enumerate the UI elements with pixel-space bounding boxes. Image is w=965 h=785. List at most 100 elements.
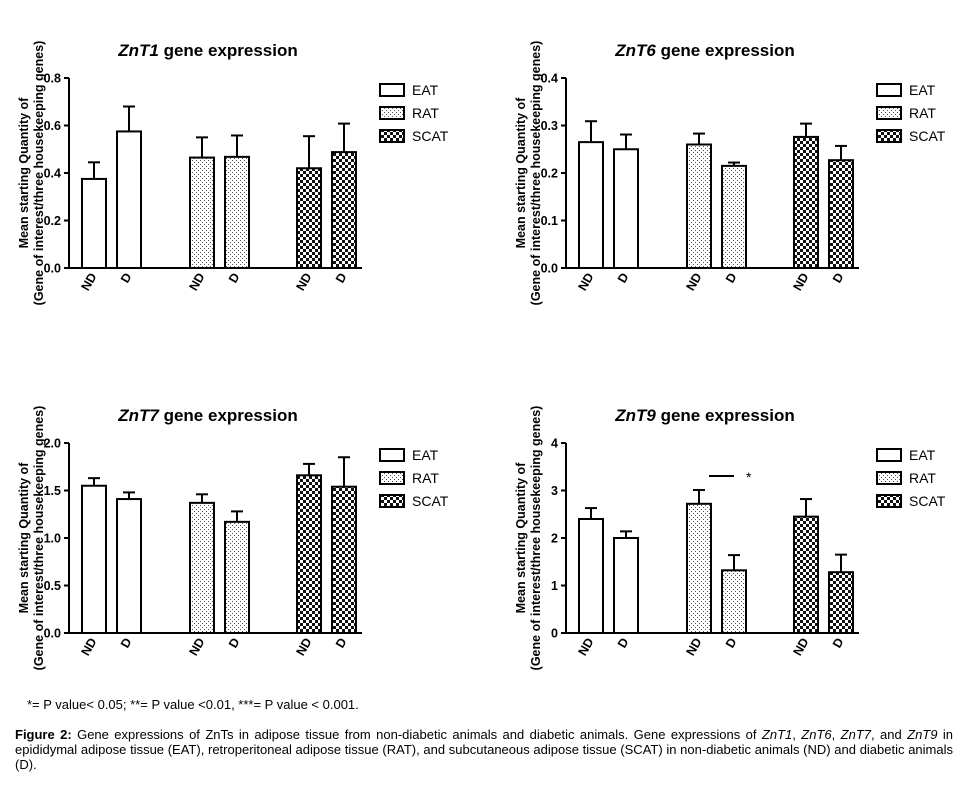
legend-label-scat: SCAT [909, 128, 946, 144]
caption-gene-1: ZnT1 [761, 727, 793, 742]
x-tick-label: D [118, 271, 135, 286]
y-tick-label: 0.8 [44, 72, 61, 86]
caption-sep-1: , [792, 727, 802, 742]
bar-rat-nd [686, 143, 712, 269]
caption-text-2: in epididymal adipose tissue (EAT), retr… [15, 727, 953, 772]
legend-swatch-eat [876, 83, 902, 97]
chart-title-gene: ZnT6 [614, 41, 656, 60]
y-axis-label: Mean starting Quantity of(Gene of intere… [514, 406, 543, 671]
y-tick-label: 0.1 [541, 214, 558, 228]
bar-scat-d [828, 571, 854, 634]
legend-swatch-rat [876, 471, 902, 485]
legend-swatch-eat [876, 448, 902, 462]
legend-swatch-rat [379, 106, 405, 120]
caption-gene-4: ZnT9 [907, 727, 938, 742]
bar-rat-d [721, 164, 747, 269]
x-tick-label: D [615, 636, 632, 651]
chart-title: ZnT7 gene expression [117, 406, 298, 425]
y-axis-label: Mean starting Quantity of(Gene of intere… [17, 406, 46, 671]
bar-rat-nd [189, 156, 215, 269]
legend-label-eat: EAT [909, 447, 936, 463]
bar-rat-nd [189, 501, 215, 634]
y-tick-label: 1.5 [44, 484, 61, 498]
chart-title: ZnT9 gene expression [614, 406, 795, 425]
x-tick-label: ND [790, 636, 811, 659]
bar-eat-d [116, 498, 142, 634]
bar-scat-nd [296, 474, 322, 634]
chart-panel-2: ZnT6 gene expression Mean starting Quanti… [514, 41, 946, 306]
chart-title-rest: gene expression [159, 41, 298, 60]
legend-swatch-rat [379, 471, 405, 485]
bar-scat-nd [296, 167, 322, 269]
legend-label-eat: EAT [412, 82, 439, 98]
x-tick-label: ND [293, 636, 314, 659]
y-tick-label: 1.0 [44, 532, 61, 546]
legend-label-rat: RAT [909, 105, 936, 121]
x-tick-label: D [118, 636, 135, 651]
caption-label: Figure 2: [15, 727, 72, 742]
bar-scat-d [331, 151, 357, 270]
legend-label-scat: SCAT [412, 128, 449, 144]
x-tick-label: ND [78, 636, 99, 659]
bar-rat-d [721, 569, 747, 635]
y-tick-label: 0.0 [541, 262, 558, 276]
y-axis-label-line-1: Mean starting Quantity of [17, 462, 31, 614]
bar-eat-d [613, 148, 639, 269]
chart-title: ZnT6 gene expression [614, 41, 795, 60]
y-axis-label-line-2: (Gene of interest/three housekeeping gen… [529, 406, 543, 671]
x-tick-label: D [615, 271, 632, 286]
chart-title-rest: gene expression [656, 406, 795, 425]
bar-scat-d [331, 485, 357, 634]
legend-label-eat: EAT [909, 82, 936, 98]
chart-title-gene: ZnT7 [117, 406, 160, 425]
y-axis-label-line-2: (Gene of interest/three housekeeping gen… [32, 406, 46, 671]
bar-scat-nd [793, 515, 819, 634]
chart-title-rest: gene expression [656, 41, 795, 60]
x-tick-label: ND [293, 271, 314, 294]
chart-title-gene: ZnT1 [117, 41, 159, 60]
bar-eat-d [613, 537, 639, 634]
bar-eat-d [116, 130, 142, 269]
caption-gene-3: ZnT7 [840, 727, 871, 742]
x-tick-label: ND [186, 271, 207, 294]
y-axis-label-line-2: (Gene of interest/three housekeeping gen… [32, 41, 46, 306]
significance-footnote: *= P value< 0.05; **= P value <0.01, ***… [27, 697, 359, 712]
x-tick-label: ND [186, 636, 207, 659]
legend-swatch-rat [876, 106, 902, 120]
legend-swatch-scat [379, 129, 405, 143]
y-tick-label: 0.2 [44, 214, 61, 228]
chart-panel-1: ZnT1 gene expression Mean starting Quanti… [17, 41, 449, 306]
bar-scat-d [828, 159, 854, 269]
legend-label-rat: RAT [412, 105, 439, 121]
y-tick-label: 0.3 [541, 119, 558, 133]
x-tick-label: D [830, 636, 847, 651]
bar-eat-nd [578, 141, 604, 269]
y-tick-label: 0.0 [44, 627, 61, 641]
bar-scat-nd [793, 135, 819, 269]
legend-label-scat: SCAT [412, 493, 449, 509]
figure-panels: ZnT1 gene expression Mean starting Quanti… [17, 41, 946, 671]
chart-title-gene: ZnT9 [614, 406, 656, 425]
bar-rat-d [224, 520, 250, 635]
y-tick-label: 0.5 [44, 579, 61, 593]
bar-rat-d [224, 155, 250, 270]
y-axis-label-line-2: (Gene of interest/three housekeeping gen… [529, 41, 543, 306]
x-tick-label: D [226, 271, 243, 286]
chart-panel-4: ZnT9 gene expression Mean starting Quanti… [514, 406, 946, 671]
y-axis-label-line-1: Mean starting Quantity of [17, 97, 31, 249]
caption-sep-3: , and [871, 727, 908, 742]
x-tick-label: D [723, 271, 740, 286]
x-tick-label: ND [78, 271, 99, 294]
y-axis-label: Mean starting Quantity of(Gene of intere… [17, 41, 46, 306]
y-tick-label: 0.4 [541, 72, 558, 86]
y-tick-label: 0.2 [541, 167, 558, 181]
x-tick-label: D [333, 271, 350, 286]
bar-eat-nd [81, 484, 107, 634]
chart-title: ZnT1 gene expression [117, 41, 298, 60]
significance-star: * [746, 469, 752, 485]
legend-swatch-scat [876, 494, 902, 508]
bar-eat-nd [81, 177, 107, 269]
legend-swatch-eat [379, 448, 405, 462]
x-tick-label: D [723, 636, 740, 651]
y-tick-label: 2 [551, 532, 558, 546]
